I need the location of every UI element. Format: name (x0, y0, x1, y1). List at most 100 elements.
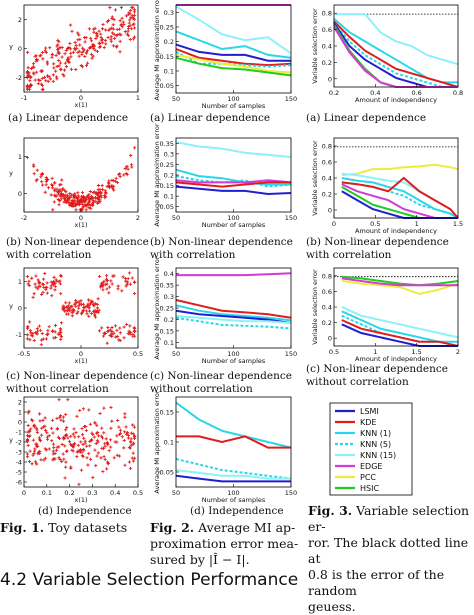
x-tick-label: 1 (415, 220, 419, 228)
scatter-point (66, 398, 70, 402)
scatter-point (103, 38, 107, 43)
scatter-point (59, 418, 63, 422)
scatter-point (63, 436, 67, 440)
series-line-knn-5 (175, 175, 292, 188)
scatter-point (115, 334, 119, 339)
scatter-point (113, 8, 118, 12)
scatter-point (127, 11, 131, 15)
scatter-point (128, 282, 133, 286)
scatter-point (35, 444, 40, 448)
scatter-point (43, 190, 47, 194)
scatter-point (63, 476, 67, 480)
scatter-point (117, 338, 121, 342)
series-line-lsmi (175, 185, 292, 196)
scatter-point (28, 75, 32, 79)
scatter-point (96, 297, 100, 301)
scatter-point (123, 415, 127, 419)
scatter-point (37, 281, 41, 285)
scatter-point (34, 442, 38, 446)
scatter-point (45, 281, 49, 285)
scatter-point (71, 443, 75, 447)
series-line-hsic (175, 56, 292, 77)
x-tick-label: 0 (79, 94, 83, 102)
scatter-point (77, 33, 81, 37)
scatter-point (124, 276, 128, 281)
x-tick-label: 1 (373, 348, 377, 356)
scatter-point (107, 285, 112, 289)
scatter-point (57, 58, 61, 62)
y-tick-label: 0.3 (164, 293, 174, 301)
scatter-point (58, 458, 62, 462)
scatter-point (81, 407, 85, 411)
scatter-point (132, 291, 137, 296)
scatter-point (81, 194, 85, 198)
scatter-point (124, 432, 129, 436)
scatter-point (58, 61, 63, 65)
scatter-point (132, 330, 137, 334)
scatter-point (107, 449, 111, 453)
scatter-point (123, 412, 127, 416)
scatter-point (104, 437, 108, 441)
y-tick-label: 0.6 (322, 288, 332, 296)
scatter-point (71, 449, 75, 453)
scatter-point (94, 464, 98, 468)
scatter-point (51, 418, 55, 422)
scatter-point (84, 198, 88, 202)
scatter-point (74, 431, 78, 435)
scatter-point (41, 337, 45, 341)
scatter-point (33, 447, 37, 451)
scatter-point (58, 183, 62, 187)
series-line-kde (341, 319, 459, 347)
scatter-point (129, 8, 133, 13)
caption-line: (c) Non-linear dependence (6, 370, 148, 382)
scatter-point (96, 434, 101, 438)
scatter-point (95, 193, 99, 197)
scatter-point (95, 439, 100, 443)
scatter-point (41, 425, 46, 429)
scatter-point (114, 179, 118, 183)
x-axis-label: x(1) (74, 221, 87, 229)
scatter-point (102, 431, 106, 435)
scatter-point (100, 436, 105, 440)
scatter-point (91, 432, 95, 437)
scatter-point (64, 301, 68, 305)
scatter-point (79, 302, 84, 306)
y-tick-label: 0.4 (322, 304, 332, 312)
scatter-point (69, 466, 73, 470)
scatter-point (37, 284, 41, 289)
scatter-point (113, 440, 117, 444)
scatter-point (38, 449, 42, 453)
scatter-point (44, 46, 48, 50)
scatter-point (108, 438, 113, 442)
series-line-kde (175, 48, 292, 67)
scatter-point (65, 425, 69, 430)
scatter-point (25, 85, 30, 89)
scatter-point (74, 67, 78, 72)
legend-label: KDE (360, 418, 376, 427)
scatter-point (118, 172, 122, 176)
scatter-point (85, 444, 89, 448)
scatter-point (84, 305, 88, 309)
scatter-point (27, 283, 31, 288)
caption-line: with correlation (150, 249, 236, 261)
y-tick-label: 0 (328, 207, 332, 215)
scatter-point (84, 35, 88, 40)
scatter-point (77, 482, 81, 486)
scatter-point (86, 61, 90, 65)
scatter-point (89, 207, 93, 211)
scatter-point (97, 329, 102, 333)
series-line-knn-15 (175, 469, 291, 480)
series-line-kde (333, 20, 459, 88)
scatter-point (59, 337, 63, 341)
scatter-point (90, 312, 94, 316)
scatter-point (125, 431, 130, 435)
scatter-point (35, 332, 39, 336)
x-tick-label: 150 (285, 350, 297, 358)
scatter-point (101, 41, 105, 45)
scatter-point (64, 449, 69, 453)
scatter-point (34, 285, 38, 289)
scatter-point (130, 276, 134, 280)
scatter-point (80, 52, 84, 57)
scatter-point (118, 431, 123, 436)
scatter-point (112, 36, 117, 41)
